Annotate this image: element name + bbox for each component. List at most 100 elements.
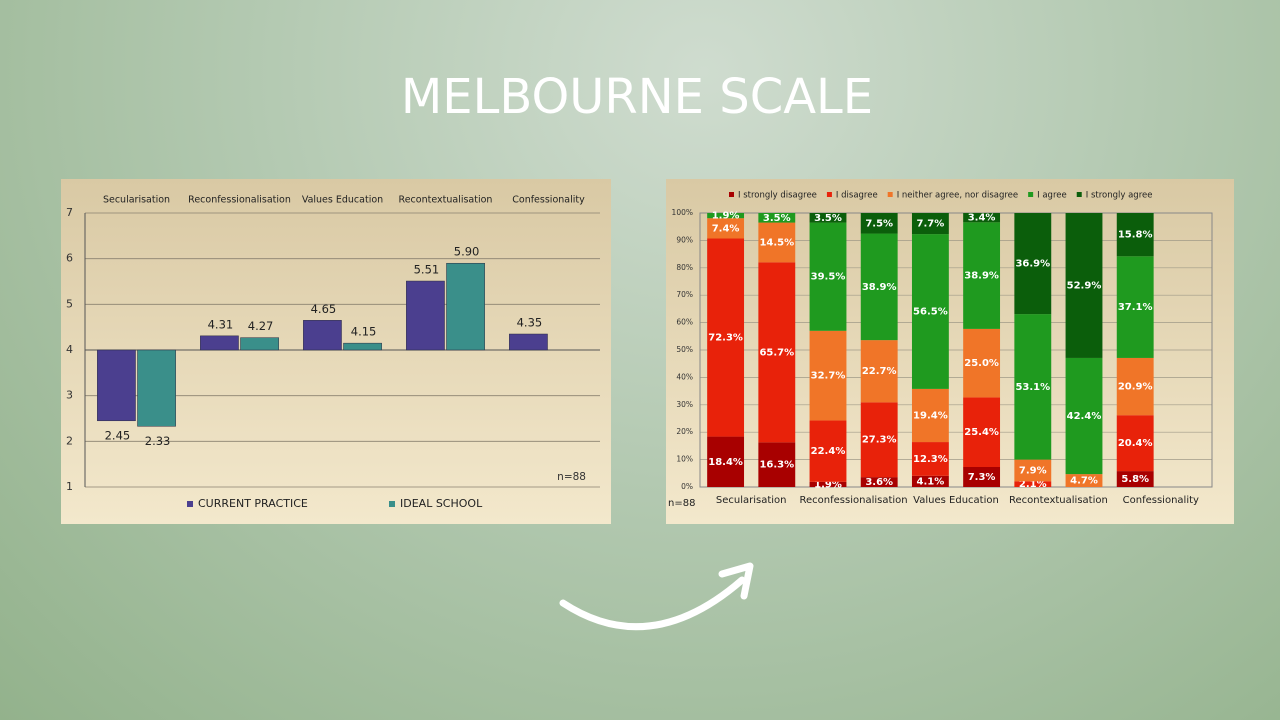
bar-segment xyxy=(758,213,796,223)
y-tick-label: 7 xyxy=(66,206,73,219)
category-label: Confessionality xyxy=(1123,495,1199,506)
bar xyxy=(240,337,279,351)
y-tick-label: 3 xyxy=(66,389,73,402)
value-label: 14.5% xyxy=(759,237,794,248)
value-label: 7.9% xyxy=(1019,465,1047,476)
y-tick-label: 6 xyxy=(66,252,73,265)
value-label: 38.9% xyxy=(964,271,999,282)
bar-segment xyxy=(707,238,745,437)
bar-segment xyxy=(758,222,796,263)
value-label: 72.3% xyxy=(708,333,743,344)
arrow-head xyxy=(718,562,754,600)
value-label: 20.9% xyxy=(1118,382,1153,393)
value-label: 4.15 xyxy=(351,325,377,339)
bar-segment xyxy=(860,340,898,403)
bar-segment xyxy=(963,328,1001,398)
bar-segment xyxy=(911,213,949,235)
annotation: n=88 xyxy=(668,498,695,509)
bar-segment xyxy=(1116,471,1154,487)
y-tick-label: 1 xyxy=(66,480,73,493)
bar-segment xyxy=(809,213,847,223)
bar xyxy=(97,349,136,422)
bar xyxy=(509,333,548,351)
legend-swatch xyxy=(389,501,395,507)
value-label: 7.3% xyxy=(968,472,996,483)
bar-segment xyxy=(1116,256,1154,358)
bar-segment xyxy=(860,213,898,234)
value-label: 3.5% xyxy=(763,213,791,224)
value-label: 4.7% xyxy=(1070,476,1098,487)
category-label: Recontextualisation xyxy=(399,195,493,206)
bar-segment xyxy=(1065,474,1103,487)
value-label: 42.4% xyxy=(1067,411,1102,422)
category-label: Reconfessionalisation xyxy=(188,195,291,206)
value-label: 5.8% xyxy=(1121,474,1149,485)
category-label: Values Education xyxy=(913,495,999,506)
bar-segment xyxy=(860,233,898,341)
category-label: Recontextualisation xyxy=(1009,495,1108,506)
legend-label: IDEAL SCHOOL xyxy=(400,497,483,510)
value-label: 27.3% xyxy=(862,435,897,446)
bar-segment xyxy=(809,222,847,331)
bar-segment xyxy=(809,420,847,482)
legend-label: I strongly agree xyxy=(1086,191,1153,201)
value-label: 4.35 xyxy=(517,316,543,330)
value-label: 4.31 xyxy=(208,317,234,331)
annotation: n=88 xyxy=(557,471,586,483)
bar xyxy=(137,349,176,427)
legend-swatch xyxy=(887,192,893,197)
category-label: Secularisation xyxy=(716,495,787,506)
value-label: 4.27 xyxy=(248,319,274,333)
value-label: 22.4% xyxy=(811,446,846,457)
bar-segment xyxy=(1014,213,1052,315)
y-tick-label: 70% xyxy=(676,290,693,299)
bar-segment xyxy=(1014,314,1052,460)
value-label: 39.5% xyxy=(811,272,846,283)
value-label: 22.7% xyxy=(862,366,897,377)
legend-swatch xyxy=(187,501,193,507)
y-tick-label: 90% xyxy=(676,235,693,244)
bar-segment xyxy=(911,442,949,476)
bar-segment xyxy=(758,262,796,443)
y-tick-label: 40% xyxy=(676,372,693,381)
legend-swatch xyxy=(826,192,832,197)
bar-segment xyxy=(758,442,796,487)
value-label: 19.4% xyxy=(913,410,948,421)
value-label: 5.51 xyxy=(414,263,440,277)
value-label: 20.4% xyxy=(1118,438,1153,449)
bar-segment xyxy=(707,436,745,487)
bar-segment xyxy=(911,475,949,487)
bar-segment xyxy=(707,218,745,239)
bar-segment xyxy=(911,388,949,443)
legend-label: I strongly disagree xyxy=(738,191,817,201)
bar-segment xyxy=(963,222,1001,329)
bar-segment xyxy=(1014,481,1052,487)
value-label: 3.6% xyxy=(865,477,893,488)
value-label: 3.5% xyxy=(814,213,842,224)
value-label: 2.33 xyxy=(145,434,171,448)
value-label: 4.1% xyxy=(917,476,945,487)
arrow xyxy=(559,576,746,631)
value-label: 53.1% xyxy=(1015,382,1050,393)
bar xyxy=(200,335,239,351)
value-label: 1.9% xyxy=(814,479,842,490)
plot-frame xyxy=(699,212,1213,488)
value-label: 37.1% xyxy=(1118,302,1153,313)
legend-swatch xyxy=(729,192,734,197)
bar-segment xyxy=(1116,357,1154,416)
y-tick-label: 2 xyxy=(66,434,73,447)
value-label: 1.9% xyxy=(712,211,740,222)
value-label: 2.45 xyxy=(105,428,131,442)
value-label: 18.4% xyxy=(708,457,743,468)
value-label: 3.4% xyxy=(968,213,996,224)
y-tick-label: 10% xyxy=(676,455,693,464)
category-label: Reconfessionalisation xyxy=(800,495,908,506)
bar-segment xyxy=(963,397,1001,467)
bar-segment xyxy=(809,330,847,421)
value-label: 38.9% xyxy=(862,282,897,293)
value-label: 32.7% xyxy=(811,371,846,382)
category-label: Confessionality xyxy=(512,195,585,206)
value-label: 36.9% xyxy=(1015,259,1050,270)
y-tick-label: 100% xyxy=(672,208,693,217)
